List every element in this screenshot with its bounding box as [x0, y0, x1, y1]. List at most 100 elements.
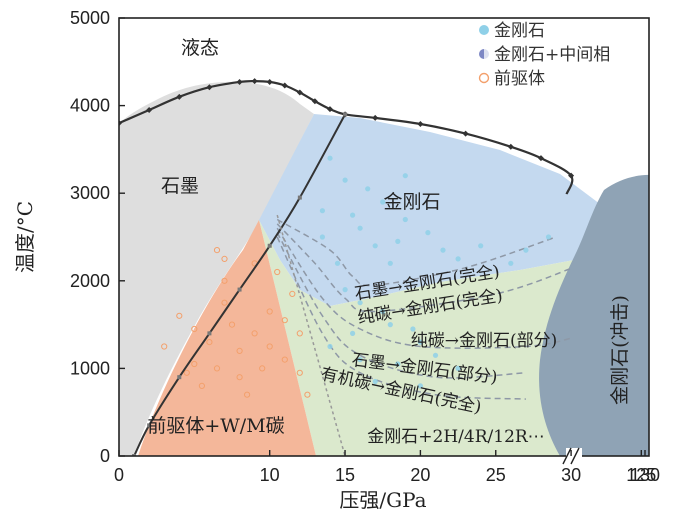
diamond-point-22	[410, 326, 416, 332]
diamond-point-12	[455, 256, 461, 262]
precursor-point-21	[198, 382, 205, 389]
x-tick-label-125: 125	[626, 465, 656, 485]
precursor-point-2	[176, 312, 183, 319]
precursor-point-23	[221, 277, 228, 284]
mixed-region	[259, 220, 585, 456]
melting-curve-marker-16	[507, 143, 514, 150]
diamond-point-20	[380, 308, 386, 315]
melting-curve-marker-5	[236, 78, 243, 85]
region-label-liquid: 液态	[181, 37, 219, 59]
diamond-point-24	[432, 352, 439, 358]
y-tick-label-3000: 3000	[70, 183, 110, 203]
legend-marker-diamond-intermediate-right	[484, 49, 489, 59]
melting-curve-marker-6	[251, 78, 258, 85]
transition-label-carbon-partial: 纯碳→金刚石(部分)	[411, 331, 558, 351]
y-ticks: 0 1000 2000 3000 4000 5000	[70, 8, 125, 466]
x-tick-label-25: 25	[486, 465, 506, 485]
y-tick-label-0: 0	[100, 446, 110, 466]
region-label-graphite: 石墨	[161, 175, 199, 197]
melting-curve-marker-14	[417, 120, 424, 127]
legend-item-diamond: 金刚石	[479, 21, 545, 41]
precursor-point-15	[281, 317, 288, 324]
diamond-point-25	[455, 365, 461, 371]
precursor-point-28	[289, 290, 296, 297]
melting-curve-marker-17	[537, 155, 544, 162]
diamond-point-31	[417, 383, 423, 389]
precursor-point-27	[274, 268, 281, 276]
plot-frame	[118, 17, 650, 457]
diamond-point-9	[402, 216, 408, 223]
transition-line-5	[276, 236, 526, 400]
melting-curve-marker-9	[296, 89, 303, 96]
y-axis-title: 温度/°C	[13, 201, 37, 273]
diamond-point-26	[350, 330, 356, 336]
graphite-region	[119, 81, 314, 456]
melting-curve-marker-10	[311, 98, 318, 105]
region-label-shock: 金刚石(冲击)	[609, 295, 631, 405]
diamond-point-34	[319, 208, 325, 214]
region-label-mixed: 金刚石+2H/4R/12R⋯	[367, 427, 544, 447]
diamond-point-27	[327, 343, 333, 350]
precursor-point-19	[304, 391, 311, 398]
precursor-point-12	[259, 365, 266, 372]
precursor-region	[138, 220, 316, 456]
precursor-point-11	[251, 330, 258, 337]
diamond-point-14	[508, 260, 514, 266]
shock-region	[539, 174, 649, 456]
precursor-point-9	[236, 347, 243, 354]
diamond-point-5	[350, 212, 356, 218]
graphite-boundary-marker-4	[207, 331, 212, 336]
legend-item-diamond-intermediate: 金刚石+中间相	[479, 45, 610, 65]
x-tick-label-15: 15	[335, 465, 355, 485]
precursor-point-5	[206, 339, 213, 346]
melting-curve-marker-13	[372, 114, 379, 121]
melting-curve-marker-7	[266, 78, 273, 85]
precursor-point-25	[221, 255, 228, 262]
transition-line-1	[276, 218, 557, 287]
graphite-boundary-marker-2	[147, 423, 152, 428]
transition-lines	[276, 218, 574, 400]
melting-curve-marker-11	[326, 106, 333, 113]
diamond-point-1	[327, 155, 333, 161]
diamond-point-35	[319, 234, 325, 240]
legend-marker-diamond	[479, 25, 489, 35]
precursor-point-18	[296, 369, 303, 376]
precursor-point-13	[266, 308, 273, 315]
graphite-boundary-marker-3	[177, 375, 182, 380]
precursor-point-6	[213, 365, 221, 372]
precursor-point-22	[183, 369, 190, 376]
diamond-point-15	[523, 247, 529, 253]
precursor-point-1	[161, 343, 168, 350]
diamond-point-16	[545, 234, 552, 240]
diamond-region	[259, 114, 600, 306]
diamond-point-8	[395, 238, 401, 244]
x-tick-label-130: 130	[630, 465, 660, 485]
diamond-point-13	[478, 243, 484, 249]
precursor-point-14	[266, 343, 273, 350]
graphite-boundary-marker-1	[132, 454, 137, 456]
x-axis-title: 压强/GPa	[339, 488, 426, 512]
transition-line-3	[276, 227, 574, 349]
diamond-point-19	[357, 300, 363, 306]
transition-line-4	[276, 232, 526, 379]
precursor-point-7	[221, 299, 228, 306]
y-tick-label-5000: 5000	[70, 8, 110, 28]
region-label-diamond: 金刚石	[383, 191, 440, 213]
legend: 金刚石 金刚石+中间相 前驱体	[478, 21, 610, 89]
melting-curve-marker-18	[568, 172, 575, 179]
diamond-point-29	[395, 361, 401, 367]
diamond-point-23	[417, 339, 423, 345]
diamond-point-11	[440, 247, 446, 253]
legend-item-precursor: 前驱体	[478, 69, 545, 89]
x-tick-label-10: 10	[260, 465, 280, 485]
diamond-point-6	[357, 225, 363, 231]
precursor-points	[161, 247, 311, 398]
y-tick-label-2000: 2000	[70, 271, 110, 291]
graphite-boundary-marker-6	[267, 243, 272, 248]
transition-line-2	[276, 223, 574, 313]
diamond-point-2	[342, 177, 348, 183]
x-axis-break	[562, 447, 582, 465]
precursor-point-20	[244, 391, 251, 398]
legend-marker-diamond-intermediate-left	[479, 49, 484, 59]
x-tick-label-20: 20	[410, 465, 430, 485]
